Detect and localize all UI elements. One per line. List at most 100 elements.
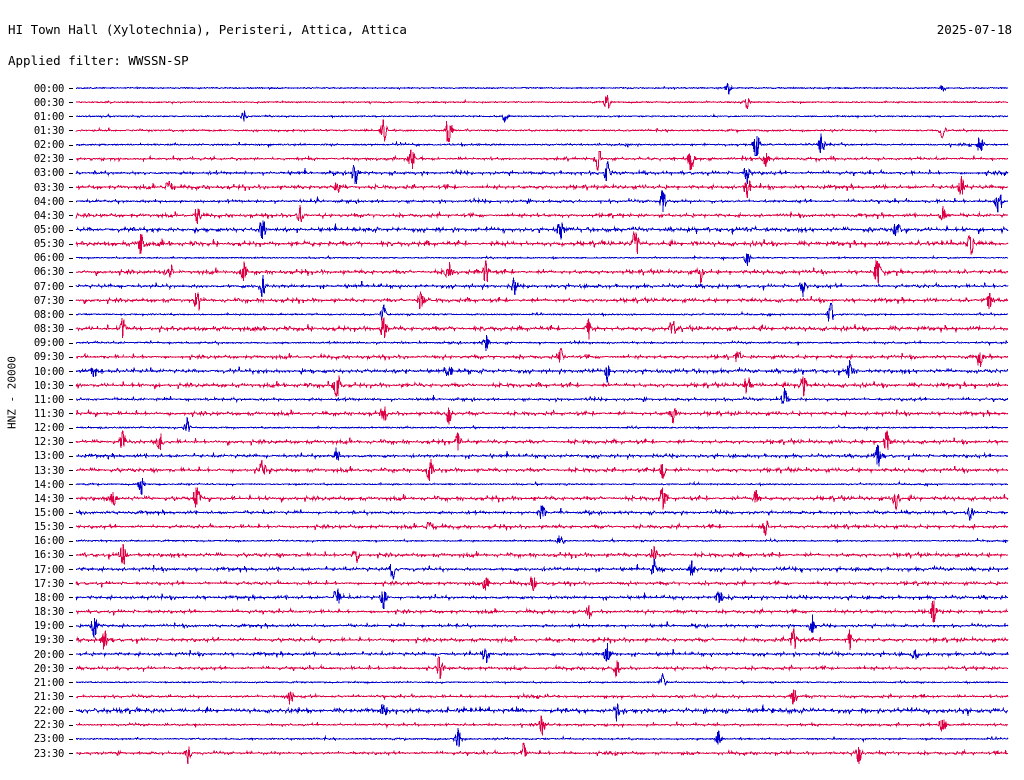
time-row-tick: [69, 144, 73, 146]
time-row-tick: [69, 385, 73, 387]
time-row-label: 17:00: [33, 563, 64, 576]
time-row-label: 22:00: [33, 705, 64, 718]
time-row-label: 21:30: [33, 690, 64, 703]
time-row-tick: [69, 314, 73, 316]
time-row-label: 04:30: [33, 209, 64, 222]
time-row-label: 06:30: [33, 266, 64, 279]
seismic-trace: [75, 335, 1009, 352]
seismic-trace: [75, 430, 1009, 451]
time-row-tick: [69, 611, 73, 613]
time-row-tick: [69, 215, 73, 217]
time-row-label: 01:00: [33, 110, 64, 123]
time-row-tick: [69, 654, 73, 655]
time-row-label: 17:30: [33, 577, 64, 590]
seismic-trace: [75, 189, 1009, 213]
time-row-tick: [69, 243, 73, 245]
time-row-label: 16:30: [33, 549, 64, 562]
time-row-tick: [69, 286, 73, 288]
time-row-tick: [69, 639, 73, 641]
time-row-label: 22:30: [33, 719, 64, 732]
seismic-trace: [75, 417, 1009, 433]
seismic-trace: [75, 520, 1009, 537]
applied-filter-label: Applied filter: WWSSN-SP: [8, 53, 189, 68]
seismic-trace: [75, 161, 1009, 184]
seismic-trace: [75, 220, 1009, 240]
time-row-tick: [69, 569, 73, 571]
seismic-trace: [75, 82, 1009, 95]
time-row-label: 07:00: [33, 280, 64, 293]
seismic-trace: [75, 444, 1009, 467]
seismic-trace: [75, 543, 1009, 565]
time-row-tick: [69, 696, 73, 698]
seismic-trace: [75, 614, 1009, 639]
time-row-label: 20:30: [33, 662, 64, 675]
time-row-label: 10:00: [33, 365, 64, 378]
seismic-trace: [75, 119, 1009, 142]
time-row-tick: [69, 668, 73, 670]
time-row-label: 01:30: [33, 124, 64, 137]
seismic-trace: [75, 487, 1009, 511]
seismic-trace: [75, 703, 1009, 722]
time-row-tick: [69, 130, 73, 132]
seismic-trace: [75, 576, 1009, 591]
time-row-label: 11:30: [33, 407, 64, 420]
time-row-tick: [69, 526, 73, 528]
seismic-trace: [75, 175, 1009, 199]
seismic-trace: [75, 149, 1009, 171]
time-row-tick: [69, 102, 73, 104]
time-row-label: 09:00: [33, 337, 64, 350]
seismic-trace: [75, 742, 1009, 765]
time-row-tick: [69, 201, 73, 203]
seismic-trace: [75, 689, 1009, 705]
seismic-trace: [75, 588, 1009, 609]
time-row-label: 03:30: [33, 181, 64, 194]
time-row-label: 02:30: [33, 153, 64, 166]
time-row-label: 14:30: [33, 492, 64, 505]
time-row-label: 11:00: [33, 393, 64, 406]
time-row-label: 05:00: [33, 224, 64, 236]
seismic-trace: [75, 505, 1009, 521]
time-row-tick: [69, 413, 73, 415]
seismic-trace: [75, 302, 1009, 322]
time-row-label: 15:30: [33, 521, 64, 534]
seismic-trace: [75, 727, 1009, 748]
time-row-tick: [69, 88, 73, 89]
time-row-tick: [69, 583, 73, 585]
time-row-tick: [69, 187, 73, 189]
time-row-label: 06:00: [33, 252, 64, 265]
page-title: HI Town Hall (Xylotechnia), Peristeri, A…: [8, 22, 407, 37]
time-row-label: 19:30: [33, 634, 64, 647]
time-row-tick: [69, 427, 73, 429]
time-row-tick: [69, 455, 73, 457]
time-row-label: 19:00: [33, 620, 64, 633]
time-row-label: 03:00: [33, 167, 64, 180]
time-row-tick: [69, 554, 73, 556]
time-row-label: 07:30: [33, 294, 64, 307]
time-row-tick: [69, 356, 73, 358]
time-row-label: 12:30: [33, 436, 64, 449]
time-row-label: 00:30: [33, 96, 64, 109]
time-row-tick: [69, 597, 73, 599]
seismic-trace: [76, 253, 1009, 267]
time-row-label: 18:30: [33, 606, 64, 619]
seismic-trace: [75, 557, 1009, 580]
time-row-tick: [69, 328, 73, 330]
time-row-label: 13:30: [33, 464, 64, 477]
time-row-label: 14:00: [33, 478, 64, 491]
seismic-trace: [75, 317, 1009, 340]
time-row-label: 23:00: [33, 733, 64, 746]
time-row-label: 04:00: [33, 195, 64, 208]
time-row-label: 08:00: [33, 308, 64, 321]
time-row-tick: [69, 172, 73, 174]
time-row-tick: [69, 399, 73, 401]
time-row-tick: [69, 300, 73, 302]
seismic-trace: [75, 535, 1009, 545]
time-row-label: 12:00: [33, 422, 64, 435]
seismic-trace: [75, 230, 1009, 255]
time-row-label: 09:30: [33, 351, 64, 364]
seismic-trace: [75, 478, 1009, 496]
time-row-label: 16:00: [33, 535, 64, 548]
seismic-trace: [75, 133, 1009, 157]
